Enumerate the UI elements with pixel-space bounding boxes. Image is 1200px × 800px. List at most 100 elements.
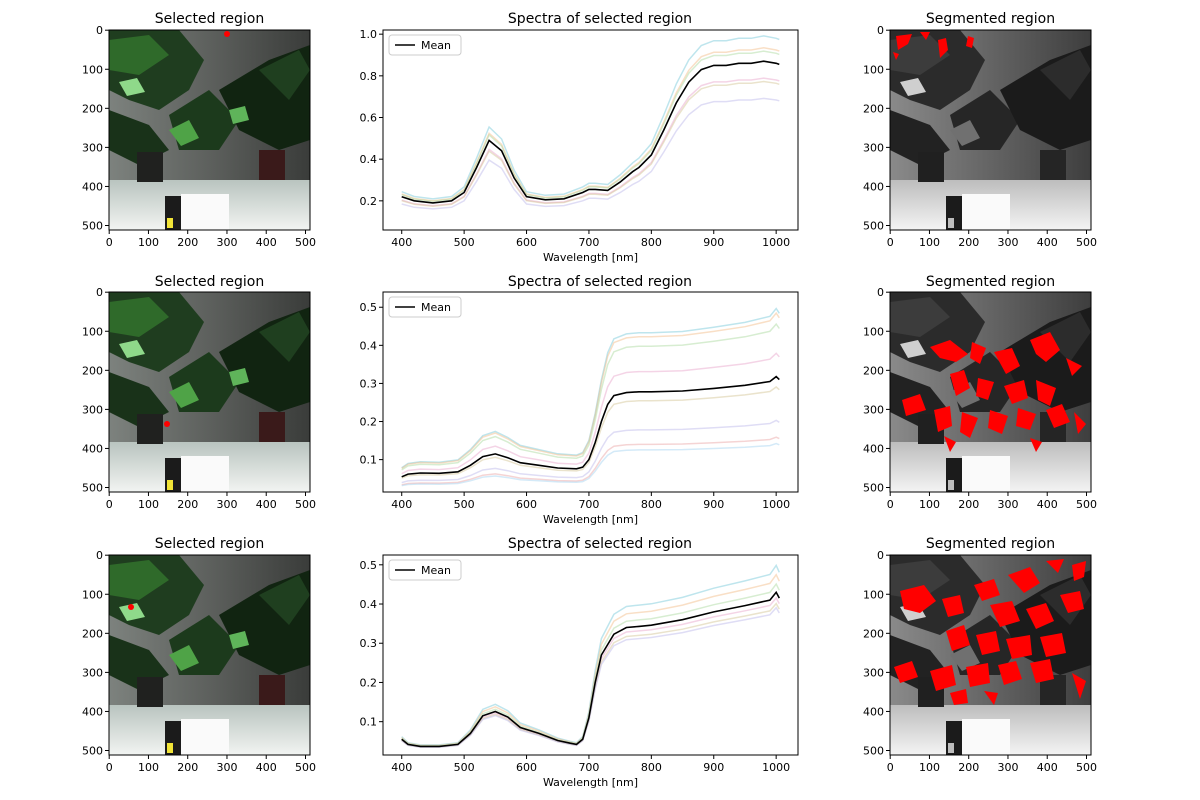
spectrum-line [401,50,780,203]
x-tick-label: 400 [391,236,412,249]
y-tick-label: 200 [82,627,103,640]
region-marker [164,421,170,427]
y-tick-label: 300 [82,666,103,679]
y-tick-label: 400 [863,705,884,718]
y-tick-label: 500 [82,745,103,758]
y-tick-label: 200 [863,627,884,640]
x-tick-label: 100 [138,236,159,249]
y-tick-label: 100 [82,63,103,76]
x-tick-label: 400 [1037,236,1058,249]
y-tick-label: 500 [863,745,884,758]
x-tick-label: 500 [1076,498,1097,511]
spectrum-line [401,77,780,207]
y-tick-label: 0 [96,549,103,562]
x-tick-label: 500 [295,498,316,511]
y-tick-label: 300 [863,403,884,416]
region-marker [128,604,134,610]
y-tick-label: 400 [82,180,103,193]
spectrum-line [401,35,780,200]
mean-line [401,590,781,748]
x-tick-label: 800 [641,236,662,249]
x-tick-label: 600 [516,761,537,774]
x-tick-label: 1000 [762,761,790,774]
y-tick-label: 0.2 [360,416,378,429]
x-tick-label: 100 [919,498,940,511]
mean-line [401,60,780,204]
y-tick-label: 400 [863,442,884,455]
image-title: Selected region [155,11,264,27]
y-tick-label: 0.4 [360,598,378,611]
legend-box [388,296,462,318]
spectrum-line [401,97,780,210]
image-axes-1: 0 0 100 100 200 200 300 300 400 400 500 500 [82,24,316,249]
x-tick-label: 200 [958,761,979,774]
x-tick-label: 300 [997,498,1018,511]
y-tick-label: 100 [82,325,103,338]
y-tick-label: 0.1 [360,716,378,729]
y-tick-label: 200 [82,364,103,377]
spectrum-line [401,80,780,207]
image-title: Selected region [155,274,264,290]
legend-label: Mean [421,301,451,314]
region-marker [224,31,230,37]
y-tick-label: 0.8 [360,70,378,83]
y-tick-label: 0 [96,286,103,299]
image-axes-3b: 0 0 100 100 200 200 300 300 400 400 500 500 [863,549,1097,774]
x-axis-label: Wavelength [nm] [543,251,638,264]
legend-label: Mean [421,564,451,577]
x-tick-label: 400 [391,761,412,774]
x-axis-label: Wavelength [nm] [543,776,638,789]
y-tick-label: 0.4 [360,339,378,352]
image-axes-2b: 0 0 100 100 200 200 300 300 400 400 500 500 [863,286,1097,511]
x-tick-label: 800 [641,498,662,511]
x-tick-label: 0 [106,236,113,249]
x-tick-label: 100 [138,761,159,774]
segmented-region-image [890,555,1091,755]
x-tick-label: 400 [1037,498,1058,511]
selected-region-image [109,30,310,230]
y-tick-label: 300 [863,666,884,679]
spectra-chart-2: 400 500 600 700 800 900 1000 0.1 0.2 0.3 0.4 0.5 Wav… [360,291,799,526]
legend-box [388,559,462,581]
x-tick-label: 400 [256,761,277,774]
spectrum-line [401,386,780,479]
spectrum-line [401,573,780,747]
spectrum-line [401,606,780,748]
spectra-title: Spectra of selected region [508,11,692,27]
plot-area [401,307,780,487]
legend: Mean [388,34,462,56]
y-tick-label: 400 [863,180,884,193]
segmented-title: Segmented region [926,11,1055,27]
x-tick-label: 500 [1076,761,1097,774]
x-tick-label: 200 [958,236,979,249]
y-tick-label: 200 [863,102,884,115]
image-axes-2: 0 0 100 100 200 200 300 300 400 400 500 500 [82,286,316,511]
mean-line [401,375,780,478]
y-tick-label: 0.2 [360,676,378,689]
x-tick-label: 300 [997,236,1018,249]
x-tick-label: 400 [256,498,277,511]
segmented-title: Segmented region [926,536,1055,552]
x-tick-label: 700 [578,236,599,249]
spectrum-line [401,47,780,202]
x-tick-label: 300 [216,236,237,249]
y-tick-label: 1.0 [360,28,378,41]
segmentation-overlay [893,32,974,60]
spectrum-line [401,307,780,469]
x-tick-label: 1000 [762,498,790,511]
y-tick-label: 500 [82,482,103,495]
legend: Mean [388,559,462,581]
y-tick-label: 500 [82,220,103,233]
axes-frame [382,29,799,231]
x-tick-label: 200 [177,498,198,511]
y-tick-label: 100 [82,588,103,601]
x-tick-label: 100 [919,236,940,249]
y-tick-label: 500 [863,482,884,495]
x-tick-label: 0 [887,761,894,774]
image-title: Selected region [155,536,264,552]
legend-box [388,34,462,56]
y-tick-label: 0.2 [360,195,378,208]
spectrum-line [401,563,780,746]
selected-region-image [109,555,310,755]
